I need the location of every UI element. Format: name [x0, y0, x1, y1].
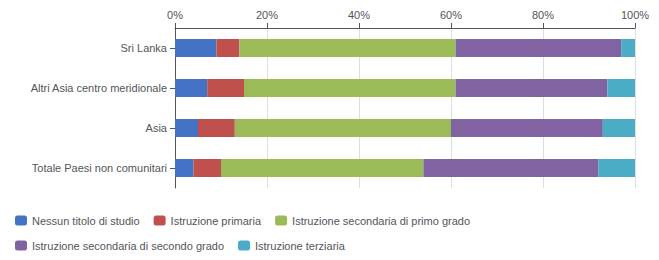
svg-text:Istruzione secondaria di primo: Istruzione secondaria di primo grado [292, 215, 470, 227]
svg-text:40%: 40% [348, 9, 370, 21]
svg-text:20%: 20% [256, 9, 278, 21]
svg-text:Istruzione primaria: Istruzione primaria [171, 215, 262, 227]
svg-text:0%: 0% [167, 9, 183, 21]
svg-text:100%: 100% [621, 9, 649, 21]
svg-text:Sri Lanka: Sri Lanka [121, 42, 168, 54]
svg-text:Istruzione secondaria di secon: Istruzione secondaria di secondo grado [32, 240, 224, 252]
svg-text:Istruzione terziaria: Istruzione terziaria [255, 240, 346, 252]
svg-text:Nessun titolo di studio: Nessun titolo di studio [32, 215, 140, 227]
svg-text:Asia: Asia [146, 122, 168, 134]
svg-text:60%: 60% [440, 9, 462, 21]
svg-text:Totale Paesi non comunitari: Totale Paesi non comunitari [32, 162, 167, 174]
svg-text:80%: 80% [532, 9, 554, 21]
svg-text:Altri Asia centro meridionale: Altri Asia centro meridionale [31, 82, 167, 94]
